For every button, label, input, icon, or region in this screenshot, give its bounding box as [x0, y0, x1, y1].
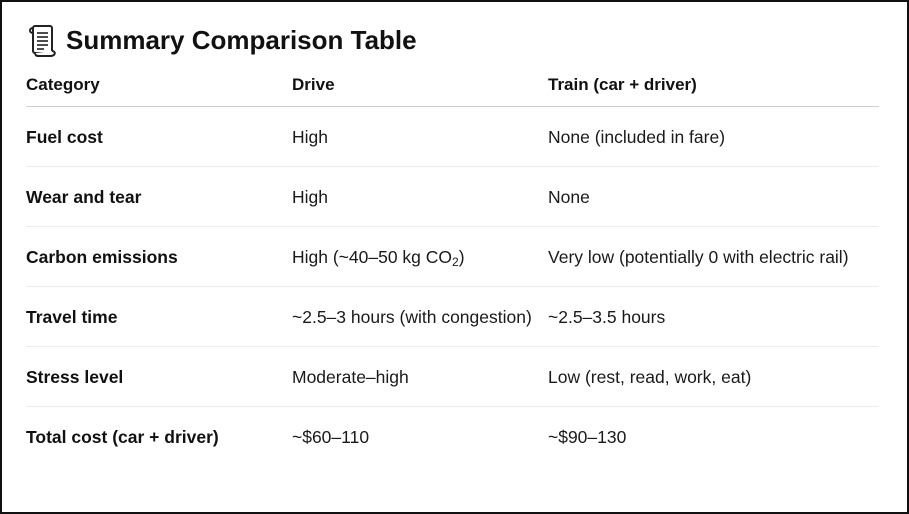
row-train-value: Very low (potentially 0 with electric ra… — [548, 226, 879, 287]
comparison-table: Category Drive Train (car + driver) Fuel… — [26, 64, 879, 466]
row-category: Fuel cost — [26, 106, 292, 167]
row-category: Total cost (car + driver) — [26, 427, 219, 447]
row-drive-value: ~2.5–3 hours (with congestion) — [292, 286, 548, 347]
row-drive-value: High — [292, 166, 548, 227]
row-drive-value: ~$60–110 — [292, 427, 370, 447]
table-row: Travel time ~2.5–3 hours (with congestio… — [26, 286, 879, 347]
row-train-value: None — [548, 166, 879, 227]
row-train-value: ~$90–130 — [548, 427, 627, 447]
scroll-icon — [29, 25, 56, 57]
column-header-train: Train (car + driver) — [548, 64, 879, 107]
page-title: Summary Comparison Table — [66, 24, 417, 55]
row-train-value: ~2.5–3.5 hours — [548, 286, 879, 347]
table-row: Fuel cost High None (included in fare) — [26, 106, 879, 167]
table-row: Total cost (car + driver) ~$60–110 ~$90–… — [26, 407, 879, 467]
drive-value-text: High (~40–50 kg CO — [292, 247, 453, 267]
row-category: Carbon emissions — [26, 226, 292, 287]
drive-value-end: ) — [458, 247, 465, 267]
row-drive-value: High (~40–50 kg CO2) — [292, 226, 548, 287]
row-category: Travel time — [26, 286, 292, 347]
row-drive-value: Moderate–high — [292, 346, 548, 407]
row-drive-value: High — [292, 106, 548, 167]
table-row: Carbon emissions High (~40–50 kg CO2) Ve… — [26, 226, 879, 287]
row-train-value: None (included in fare) — [548, 106, 879, 167]
row-train-value: Low (rest, read, work, eat) — [548, 346, 879, 407]
row-category: Wear and tear — [26, 166, 292, 227]
row-category: Stress level — [26, 346, 292, 407]
table-header-row: Category Drive Train (car + driver) — [26, 64, 879, 107]
table-row: Stress level Moderate–high Low (rest, re… — [26, 346, 879, 407]
section-heading: Summary Comparison Table — [26, 22, 417, 58]
table-row: Wear and tear High None — [26, 166, 879, 227]
subscript-text: 2 — [452, 255, 459, 269]
column-header-category: Category — [26, 64, 292, 107]
column-header-drive: Drive — [292, 64, 548, 107]
